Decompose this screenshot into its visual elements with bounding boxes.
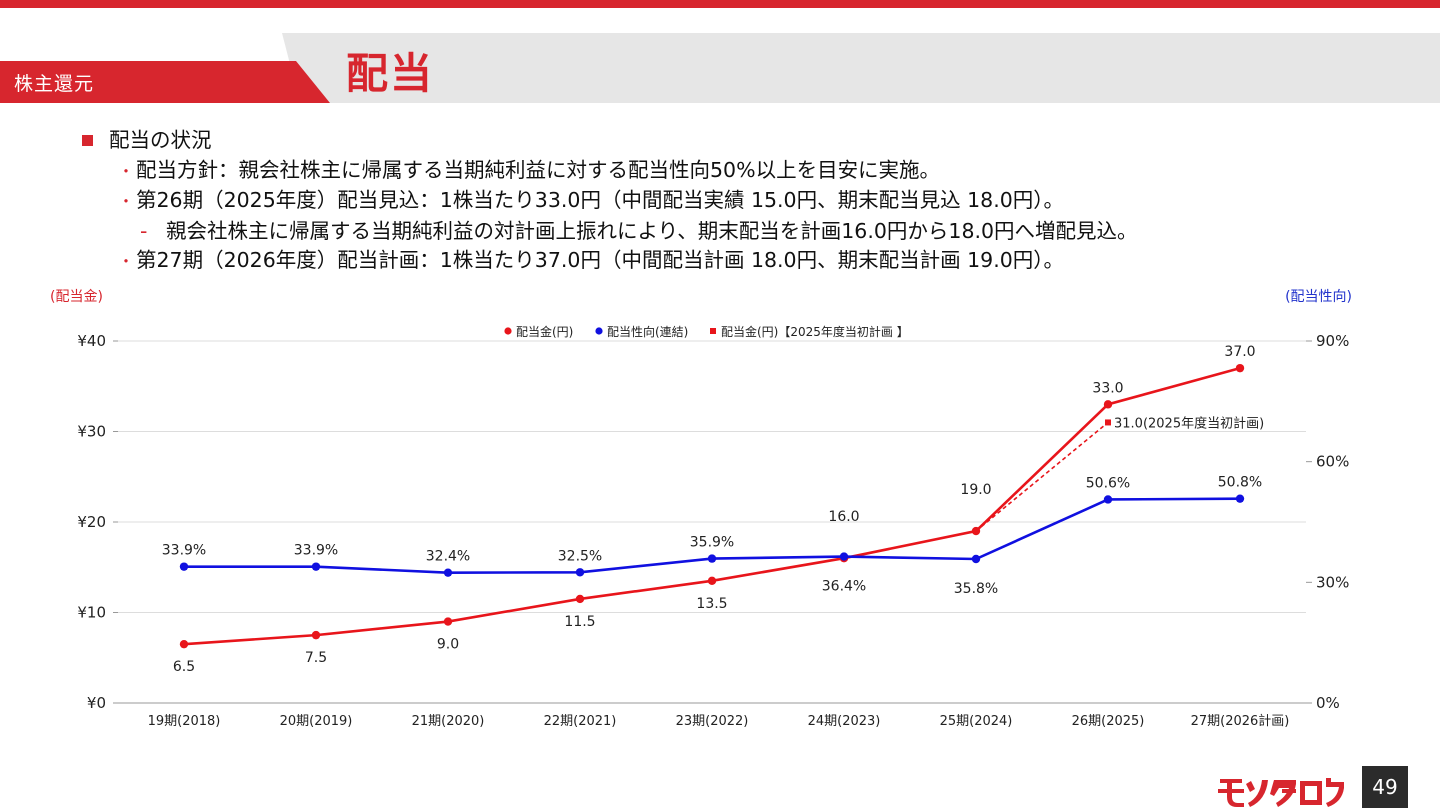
dividend-point xyxy=(575,594,585,604)
dividend-point xyxy=(443,617,453,626)
x-tick-label: 19期(2018) xyxy=(148,714,221,729)
payout-data-label: 32.5% xyxy=(558,548,602,564)
x-tick-label: 20期(2019) xyxy=(280,714,353,729)
plan-point xyxy=(1105,419,1111,426)
bullet-sub-note-text: 親会社株主に帰属する当期純利益の対計画上振れにより、期末配当を計画16.0円から… xyxy=(166,218,1138,243)
dividend-data-label: 13.5 xyxy=(696,596,727,612)
payout-data-label: 50.8% xyxy=(1218,475,1262,491)
y-right-tick-label: 90% xyxy=(1316,332,1349,350)
payout-point xyxy=(971,554,981,564)
dividend-data-label: 16.0 xyxy=(828,509,859,525)
payout-point xyxy=(575,568,585,577)
left-axis-unit: (配当金) xyxy=(50,289,103,305)
y-left-tick-label: ¥30 xyxy=(77,423,106,441)
legend-label: 配当金(円)【2025年度当初計画 】 xyxy=(721,324,909,339)
payout-data-label: 50.6% xyxy=(1086,475,1130,491)
page-title: 配当 xyxy=(346,49,435,98)
legend-marker xyxy=(504,327,512,335)
section-label: 株主還元 xyxy=(14,73,95,95)
dividend-data-label: 9.0 xyxy=(437,637,459,653)
plan-series-line xyxy=(975,421,1109,532)
x-tick-label: 25期(2024) xyxy=(940,714,1013,729)
dividend-point xyxy=(971,526,981,536)
payout-data-label: 35.8% xyxy=(954,581,998,597)
bullet-item-text: 配当方針：親会社株主に帰属する当期純利益に対する配当性向50%以上を目安に実施。 xyxy=(136,157,941,182)
payout-data-label: 33.9% xyxy=(162,543,206,559)
payout-point xyxy=(1235,494,1245,503)
top-accent-bar xyxy=(0,0,1440,8)
payout-data-label: 33.9% xyxy=(294,543,338,559)
dividend-point xyxy=(707,576,717,586)
x-tick-label: 26期(2025) xyxy=(1072,714,1145,729)
legend-marker xyxy=(710,328,716,334)
section-tab xyxy=(0,61,330,103)
bullet-dash-icon: - xyxy=(140,218,148,243)
bullet-item: ・配当方針：親会社株主に帰属する当期純利益に対する配当性向50%以上を目安に実施… xyxy=(82,156,1138,187)
page-number: 49 xyxy=(1362,766,1408,808)
logo-mark-icon xyxy=(1218,778,1344,807)
bullet-square-icon xyxy=(82,135,93,147)
bullet-sub-note: - 親会社株主に帰属する当期純利益の対計画上振れにより、期末配当を計画16.0円か… xyxy=(82,217,1138,247)
bullet-dot-icon: ・ xyxy=(118,192,135,211)
dividend-point xyxy=(311,630,321,640)
dividend-point xyxy=(1235,363,1245,373)
title-band xyxy=(300,33,1440,103)
bullet-item: ・第26期（2025年度）配当見込：1株当たり33.0円（中間配当実績 15.0… xyxy=(82,186,1138,217)
legend-label: 配当金(円) xyxy=(516,324,573,339)
legend-marker xyxy=(595,327,603,335)
dividend-point xyxy=(1103,400,1113,409)
dividend-data-label: 11.5 xyxy=(564,614,595,630)
dividend-data-label: 37.0 xyxy=(1224,344,1255,360)
bullet-item-text: 第27期（2026年度）配当計画：1株当たり37.0円（中間配当計画 18.0円… xyxy=(136,248,1065,272)
legend-label: 配当性向(連結) xyxy=(607,324,688,339)
bullet-main: 配当の状況 xyxy=(82,126,1138,156)
y-right-tick-label: 30% xyxy=(1316,573,1349,591)
payout-data-label: 36.4% xyxy=(822,579,866,595)
y-left-tick-label: ¥10 xyxy=(77,604,106,622)
monotaro-logo xyxy=(1218,776,1354,808)
dividend-data-label: 33.0 xyxy=(1092,380,1123,396)
x-tick-label: 27期(2026計画) xyxy=(1191,713,1290,729)
bullet-main-text: 配当の状況 xyxy=(109,128,212,152)
dividend-data-label: 6.5 xyxy=(173,659,195,675)
plan-annotation: 31.0(2025年度当初計画) xyxy=(1114,415,1264,431)
bullet-item-text: 第26期（2025年度）配当見込：1株当たり33.0円（中間配当実績 15.0円… xyxy=(136,188,1065,212)
y-left-tick-label: ¥20 xyxy=(77,513,106,531)
y-right-tick-label: 0% xyxy=(1316,694,1340,712)
payout-point xyxy=(839,552,849,561)
payout-data-label: 35.9% xyxy=(690,535,734,551)
payout-point xyxy=(1103,495,1113,504)
x-tick-label: 23期(2022) xyxy=(676,714,749,729)
dividend-point xyxy=(179,639,189,649)
x-tick-label: 24期(2023) xyxy=(808,714,881,729)
x-tick-label: 22期(2021) xyxy=(544,714,617,729)
payout-point xyxy=(707,554,717,563)
payout-point xyxy=(179,562,189,571)
y-right-tick-label: 60% xyxy=(1316,453,1349,471)
bullet-list: 配当の状況 ・配当方針：親会社株主に帰属する当期純利益に対する配当性向50%以上… xyxy=(82,126,1138,277)
dividend-data-label: 7.5 xyxy=(305,650,327,666)
y-left-tick-label: ¥40 xyxy=(77,332,106,350)
bullet-item: ・第27期（2026年度）配当計画：1株当たり37.0円（中間配当計画 18.0… xyxy=(82,246,1138,277)
y-left-tick-label: ¥0 xyxy=(87,694,106,712)
payout-point xyxy=(443,568,453,577)
bullet-dot-icon: ・ xyxy=(118,252,135,271)
payout-point xyxy=(311,562,321,571)
payout-data-label: 32.4% xyxy=(426,549,470,565)
dividend-chart: ¥0 ¥10 ¥20 ¥30 ¥40 0% 30% 60% 90% 19期(2018) 20期(20… xyxy=(77,324,1349,729)
x-tick-label: 21期(2020) xyxy=(412,714,485,729)
dividend-data-label: 19.0 xyxy=(960,482,991,498)
right-axis-unit: (配当性向) xyxy=(1285,289,1352,305)
bullet-dot-icon: ・ xyxy=(118,161,135,181)
